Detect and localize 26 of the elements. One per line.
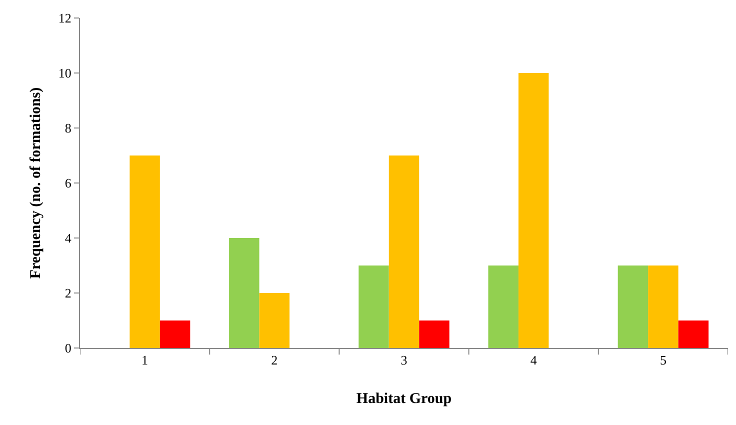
y-tick-label: 2 [64, 286, 72, 301]
y-tick-label: 0 [64, 340, 72, 356]
bar [229, 238, 260, 348]
y-axis-title: Frequency (no. of formations) [28, 87, 44, 279]
y-tick-label: 6 [64, 176, 72, 191]
x-tick-label: 2 [271, 352, 278, 368]
y-tick-label: 12 [58, 10, 72, 26]
bar [388, 156, 420, 348]
bar [678, 320, 709, 348]
bar [618, 266, 648, 348]
x-axis-title: Habitat Group [356, 391, 452, 407]
bar [488, 266, 518, 348]
x-tick-label: 3 [400, 352, 408, 368]
bar [648, 266, 678, 348]
bar [259, 293, 290, 348]
bar [419, 320, 450, 348]
bar [130, 156, 160, 348]
x-tick-label: 1 [142, 352, 148, 368]
y-tick-label: 10 [58, 66, 72, 81]
x-tick-label: 5 [660, 352, 666, 368]
bar [160, 320, 190, 348]
bar [518, 73, 549, 348]
y-tick-label: 4 [64, 230, 72, 246]
y-tick-label: 8 [64, 120, 72, 136]
bar [358, 266, 389, 348]
x-tick-label: 4 [530, 352, 538, 368]
